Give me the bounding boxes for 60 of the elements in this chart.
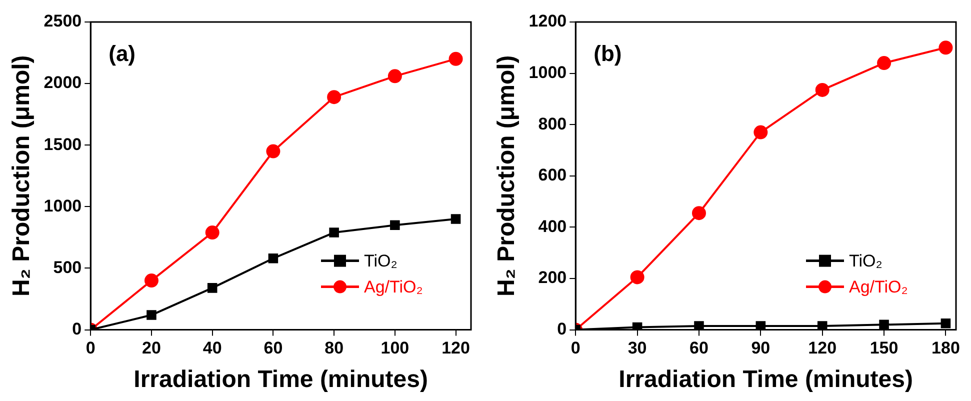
point (756, 321, 766, 330)
point (268, 254, 278, 264)
legend-label: Ag/TiO₂ (364, 277, 423, 296)
point (754, 125, 768, 140)
x-tick-label: 40 (202, 338, 222, 358)
point (694, 321, 704, 330)
point (205, 226, 220, 240)
legend-label: TiO₂ (849, 251, 882, 270)
point (388, 69, 402, 84)
annotation: (a) (108, 41, 136, 66)
y-tick-label: 500 (53, 258, 82, 277)
legend-label: TiO₂ (364, 251, 398, 270)
y-axis-title: H₂ Production (μmol) (493, 55, 520, 297)
y-tick-label: 200 (538, 268, 567, 288)
point (815, 82, 830, 97)
y-tick-label: 1200 (528, 12, 567, 31)
point (692, 206, 706, 220)
point (329, 228, 339, 238)
point (450, 214, 461, 224)
y-tick-label: 600 (538, 166, 567, 185)
point (266, 144, 280, 158)
x-tick-label: 20 (142, 338, 161, 358)
point (940, 318, 951, 328)
point (390, 220, 400, 230)
y-tick-label: 1000 (528, 62, 567, 82)
point (448, 52, 463, 66)
x-tick-label: 90 (751, 338, 770, 358)
y-tick-label: 1000 (44, 196, 82, 216)
x-axis-title: Irradiation Time (minutes) (618, 366, 913, 394)
point (877, 56, 892, 70)
point (327, 90, 342, 104)
y-tick-label: 2500 (44, 12, 82, 31)
x-tick-label: 120 (442, 338, 470, 358)
x-tick-label: 120 (808, 338, 837, 358)
point (207, 283, 218, 293)
x-tick-label: 0 (570, 338, 580, 358)
x-tick-label: 180 (932, 338, 960, 358)
y-tick-label: 2000 (44, 73, 82, 92)
x-tick-label: 30 (628, 338, 647, 358)
y-tick-label: 800 (538, 114, 567, 134)
x-axis-title: Irradiation Time (minutes) (134, 366, 428, 394)
point (817, 321, 828, 330)
point (879, 320, 889, 330)
annotation: (b) (594, 41, 622, 66)
x-tick-label: 150 (870, 338, 898, 358)
point (630, 270, 644, 284)
y-tick-label: 0 (557, 319, 567, 338)
x-tick-label: 60 (264, 338, 283, 358)
x-tick-label: 100 (380, 338, 410, 358)
legend-label: Ag/TiO₂ (849, 277, 908, 296)
y-tick-label: 400 (538, 216, 567, 236)
point (144, 274, 158, 288)
x-tick-label: 60 (690, 338, 708, 358)
point (938, 40, 953, 55)
y-tick-label: 1500 (44, 134, 82, 154)
y-axis-title: H₂ Production (μmol) (8, 55, 36, 297)
y-tick-label: 0 (72, 319, 82, 338)
x-tick-label: 80 (324, 338, 344, 358)
x-tick-label: 0 (86, 338, 96, 358)
point (146, 310, 156, 320)
